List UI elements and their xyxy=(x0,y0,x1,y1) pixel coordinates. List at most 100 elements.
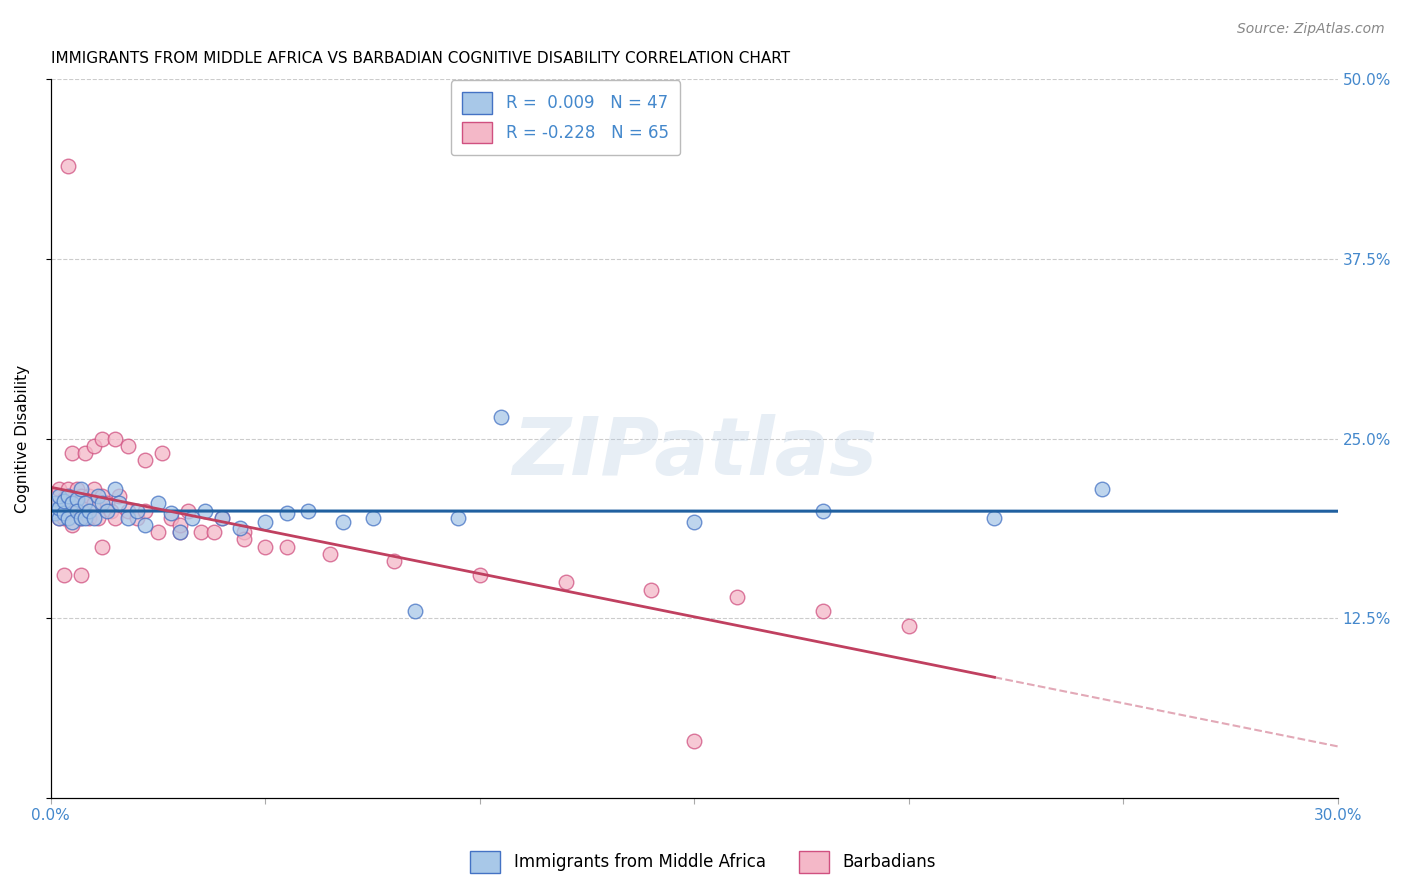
Point xyxy=(211,510,233,524)
Point xyxy=(725,590,748,604)
Point xyxy=(52,493,75,508)
Point xyxy=(190,525,212,540)
Point xyxy=(897,618,920,632)
Point xyxy=(100,503,122,517)
Point xyxy=(232,525,254,540)
Point xyxy=(48,482,70,496)
Point xyxy=(104,432,127,446)
Point xyxy=(75,507,97,521)
Point xyxy=(60,518,83,533)
Point xyxy=(60,496,83,510)
Point xyxy=(48,500,70,515)
Point xyxy=(297,503,319,517)
Point xyxy=(83,482,105,496)
Point xyxy=(146,525,169,540)
Point xyxy=(70,482,93,496)
Point xyxy=(254,540,277,554)
Point xyxy=(169,525,191,540)
Point xyxy=(65,503,87,517)
Point xyxy=(91,489,114,503)
Point xyxy=(56,489,79,503)
Point xyxy=(79,503,101,517)
Point xyxy=(254,515,277,529)
Point xyxy=(177,503,200,517)
Point xyxy=(489,410,512,425)
Point xyxy=(811,604,834,618)
Point xyxy=(52,507,75,521)
Legend: R =  0.009   N = 47, R = -0.228   N = 65: R = 0.009 N = 47, R = -0.228 N = 65 xyxy=(451,80,681,155)
Point xyxy=(52,492,75,507)
Point xyxy=(181,510,204,524)
Point xyxy=(56,159,79,173)
Y-axis label: Cognitive Disability: Cognitive Disability xyxy=(15,365,30,513)
Point xyxy=(160,507,183,521)
Point xyxy=(79,489,101,503)
Point xyxy=(1091,482,1114,496)
Point xyxy=(56,489,79,503)
Point xyxy=(318,547,340,561)
Point xyxy=(91,540,114,554)
Point xyxy=(202,525,225,540)
Point xyxy=(79,510,101,524)
Point xyxy=(56,510,79,524)
Point xyxy=(91,432,114,446)
Point xyxy=(52,568,75,582)
Point xyxy=(44,496,66,510)
Point xyxy=(554,575,576,590)
Point xyxy=(52,503,75,517)
Point xyxy=(83,496,105,510)
Point xyxy=(48,510,70,524)
Text: ZIPatlas: ZIPatlas xyxy=(512,414,877,492)
Point xyxy=(87,510,110,524)
Point xyxy=(48,489,70,503)
Point xyxy=(983,510,1005,524)
Point xyxy=(134,518,156,533)
Point xyxy=(56,482,79,496)
Point xyxy=(361,510,384,524)
Point xyxy=(96,503,118,517)
Point xyxy=(232,533,254,547)
Point xyxy=(60,496,83,510)
Point xyxy=(169,518,191,533)
Point xyxy=(108,489,131,503)
Point xyxy=(44,507,66,521)
Point xyxy=(117,439,139,453)
Point xyxy=(52,510,75,524)
Point xyxy=(75,496,97,510)
Point xyxy=(60,515,83,529)
Point xyxy=(134,453,156,467)
Point xyxy=(104,482,127,496)
Text: Source: ZipAtlas.com: Source: ZipAtlas.com xyxy=(1237,22,1385,37)
Text: IMMIGRANTS FROM MIDDLE AFRICA VS BARBADIAN COGNITIVE DISABILITY CORRELATION CHAR: IMMIGRANTS FROM MIDDLE AFRICA VS BARBADI… xyxy=(51,51,790,66)
Point xyxy=(48,496,70,510)
Point xyxy=(83,439,105,453)
Point xyxy=(70,510,93,524)
Point xyxy=(228,521,250,535)
Point xyxy=(96,496,118,510)
Point xyxy=(75,510,97,524)
Legend: Immigrants from Middle Africa, Barbadians: Immigrants from Middle Africa, Barbadian… xyxy=(464,845,942,880)
Point xyxy=(65,503,87,517)
Point xyxy=(447,510,470,524)
Point xyxy=(468,568,491,582)
Point xyxy=(332,515,354,529)
Point xyxy=(125,510,148,524)
Point xyxy=(104,510,127,524)
Point xyxy=(91,496,114,510)
Point xyxy=(125,503,148,517)
Point xyxy=(160,510,183,524)
Point xyxy=(683,515,706,529)
Point xyxy=(276,540,298,554)
Point xyxy=(70,510,93,524)
Point xyxy=(42,503,65,517)
Point xyxy=(146,496,169,510)
Point xyxy=(65,482,87,496)
Point xyxy=(70,489,93,503)
Point xyxy=(44,489,66,503)
Point xyxy=(83,510,105,524)
Point xyxy=(60,446,83,460)
Point xyxy=(42,503,65,517)
Point xyxy=(211,510,233,524)
Point xyxy=(683,733,706,747)
Point xyxy=(276,507,298,521)
